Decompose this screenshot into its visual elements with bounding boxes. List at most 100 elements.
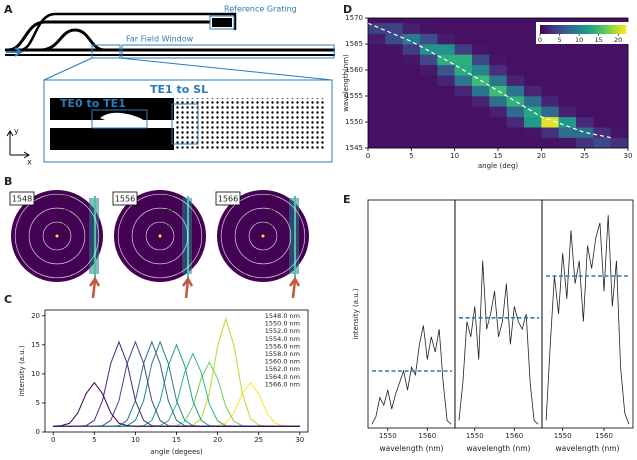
heatmap-cell (593, 44, 611, 55)
heatmap-cell (489, 137, 507, 149)
y-axis-label: intensity (a.u.) (352, 288, 360, 339)
heatmap-cell (541, 75, 559, 86)
heatmap-cell (576, 96, 594, 107)
heatmap-cell (558, 127, 577, 138)
heatmap-cell (402, 54, 421, 66)
heatmap-cell (420, 23, 438, 34)
heatmap-cell (454, 75, 473, 86)
colorbar-step (606, 25, 610, 34)
polar-ring-label: 10° (58, 222, 70, 230)
heatmap-cell (402, 44, 421, 55)
heatmap-cell (610, 96, 629, 107)
x-tick-label: 25 (580, 152, 589, 160)
trace (371, 325, 452, 425)
heatmap-cell (368, 127, 386, 138)
heatmap-cell (420, 54, 438, 66)
heatmap-cell (489, 85, 507, 97)
axes-frame (454, 199, 543, 429)
heatmap-cell (402, 116, 421, 128)
heatmap-cell (454, 54, 473, 66)
colorbar-step (565, 25, 569, 34)
heatmap-cell (593, 137, 611, 149)
heatmap-cell (472, 85, 490, 97)
x-tick-label: 10 (131, 436, 140, 444)
heatmap-cell (610, 137, 629, 149)
heatmap-cell (524, 85, 542, 97)
heatmap-cell (593, 54, 611, 66)
heatmap-cell (593, 96, 611, 107)
heatmap-cell (368, 44, 386, 55)
heatmap-cell (454, 33, 473, 45)
heatmap-cell (576, 127, 594, 138)
converter (100, 112, 150, 124)
heatmap-cell (610, 64, 629, 76)
wavelength-label: 1566 (218, 195, 238, 204)
heatmap-cell (454, 106, 473, 118)
y-tick-label: 20 (31, 312, 40, 320)
colorbar-step (561, 25, 564, 34)
legend-entry: 1566.0 nm (265, 380, 300, 388)
polar-ring-label: 30° (264, 194, 276, 202)
heatmap-cell (472, 64, 490, 76)
line (53, 316, 300, 427)
line (53, 340, 300, 427)
heatmap-cell (506, 96, 525, 107)
heatmap-cell (454, 127, 473, 138)
heatmap-cell (437, 96, 455, 107)
polar-ring-label: 10° (161, 222, 173, 230)
heatmap-cell (593, 64, 611, 76)
heatmap-cell (558, 137, 577, 149)
heatmap-cell (489, 44, 507, 55)
heatmap-cell (385, 106, 403, 118)
y-tick-label: 1545 (345, 144, 363, 152)
panel-letter: C (4, 293, 12, 306)
heatmap-cell (489, 96, 507, 107)
heatmap-cell (402, 23, 421, 34)
heatmap-cell (541, 96, 559, 107)
legend-entry: 1550.0 nm (265, 320, 300, 328)
heatmap-cell (368, 137, 386, 149)
heatmap-cell (524, 23, 542, 34)
wavelength-label: 1556 (115, 195, 135, 204)
heatmap-cell (437, 44, 455, 55)
colorbar-tick-label: 5 (557, 36, 561, 44)
heatmap-cell (558, 116, 577, 128)
zoom-line (43, 57, 93, 81)
x-tick-label: 30 (295, 436, 304, 444)
colorbar-step (615, 25, 618, 34)
heatmap-cell (506, 54, 525, 66)
heatmap-cell (593, 85, 611, 97)
legend-entry: 1556.0 nm (265, 342, 300, 350)
line (53, 343, 300, 427)
colorbar-step (608, 25, 612, 34)
x-tick-label: 1550 (379, 432, 397, 440)
axis-symbol-label: y (14, 127, 19, 136)
heatmap-cell (506, 116, 525, 128)
colorbar-step (576, 25, 579, 34)
heatmap-cell (576, 64, 594, 76)
axes-frame (367, 199, 456, 429)
heatmap-cell (524, 127, 542, 138)
panel-letter: B (4, 175, 12, 188)
heatmap-cell (420, 116, 438, 128)
x-tick-label: 20 (213, 436, 222, 444)
waveguide (39, 28, 106, 52)
colorbar-step (583, 25, 586, 34)
colorbar-step (567, 25, 571, 34)
colorbar-step (557, 25, 560, 34)
heatmap-cell (558, 75, 577, 86)
polar-ring-label: 10° (264, 222, 276, 230)
panel-a: A Reference Grating Far Field Window TE1… (4, 3, 335, 167)
x-tick-label: 1550 (466, 432, 484, 440)
colorbar-step (604, 25, 607, 34)
heatmap-cell (489, 23, 507, 34)
colorbar-step (602, 25, 605, 34)
heatmap-cell (402, 137, 421, 149)
y-tick-label: 10 (31, 370, 40, 378)
heatmap-cell (489, 33, 507, 45)
colorbar-step (587, 25, 590, 34)
line (53, 340, 300, 427)
heatmap-cell (454, 96, 473, 107)
colorbar-step (559, 25, 562, 34)
